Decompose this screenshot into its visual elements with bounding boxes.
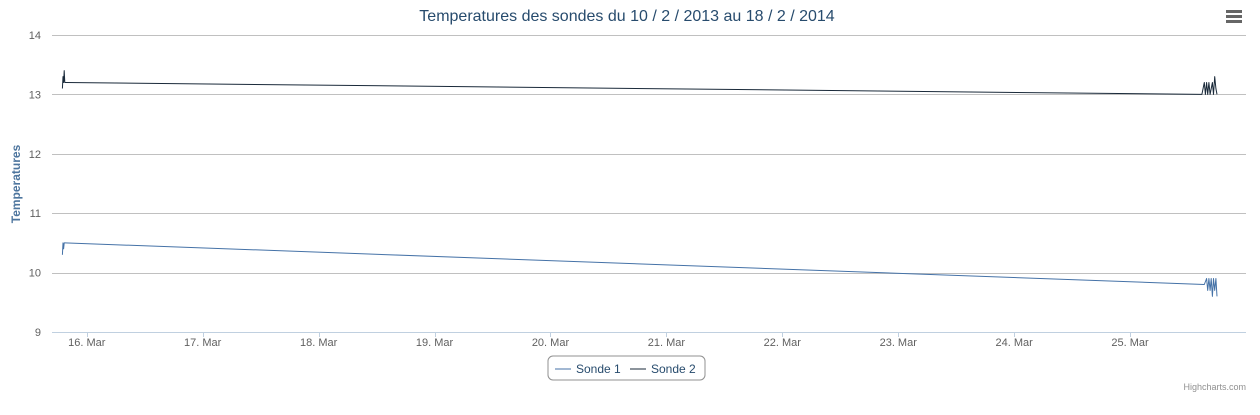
legend-box [547, 355, 706, 381]
x-tick-label: 24. Mar [996, 337, 1034, 349]
series-line-sonde-2[interactable] [61, 70, 1218, 95]
y-tick-label: 14 [29, 30, 41, 42]
x-tick-label: 21. Mar [648, 337, 686, 349]
legend-item-sonde-2[interactable]: Sonde 2 [630, 362, 696, 376]
x-tick-label: 23. Mar [880, 337, 918, 349]
x-tick-label: 16. Mar [68, 337, 106, 349]
y-tick-label: 9 [35, 327, 41, 339]
legend-item-sonde-1[interactable]: Sonde 1 [555, 362, 621, 376]
credits-link[interactable]: Highcharts.com [1183, 382, 1246, 392]
x-tick-label: 22. Mar [764, 337, 802, 349]
x-tick-label: 20. Mar [532, 337, 570, 349]
chart-title: Temperatures des sondes du 10 / 2 / 2013… [419, 8, 835, 25]
x-tick-label: 18. Mar [300, 337, 338, 349]
y-tick-label: 11 [30, 208, 41, 220]
y-tick-label: 13 [29, 89, 41, 101]
x-tick-label: 17. Mar [184, 337, 222, 349]
y-tick-label: 10 [29, 268, 41, 280]
legend: Sonde 1 Sonde 2 [547, 355, 706, 381]
series-layer [61, 70, 1218, 297]
x-tick-label: 19. Mar [416, 337, 454, 349]
x-axis-ticks: 16. Mar 17. Mar 18. Mar 19. Mar 20. Mar 21. M… [68, 332, 1149, 349]
hamburger-menu-icon [1226, 10, 1242, 23]
y-axis-ticks: 9 10 11 12 13 14 [29, 30, 41, 339]
legend-label-sonde-2: Sonde 2 [651, 362, 696, 376]
x-tick-label: 25. Mar [1111, 337, 1149, 349]
legend-label-sonde-1: Sonde 1 [576, 362, 621, 376]
export-menu-button[interactable] [1222, 6, 1244, 26]
grid-lines [52, 35, 1246, 333]
y-axis-label: Temperatures [9, 144, 23, 223]
y-tick-label: 12 [29, 149, 41, 161]
series-line-sonde-1[interactable] [61, 242, 1218, 297]
